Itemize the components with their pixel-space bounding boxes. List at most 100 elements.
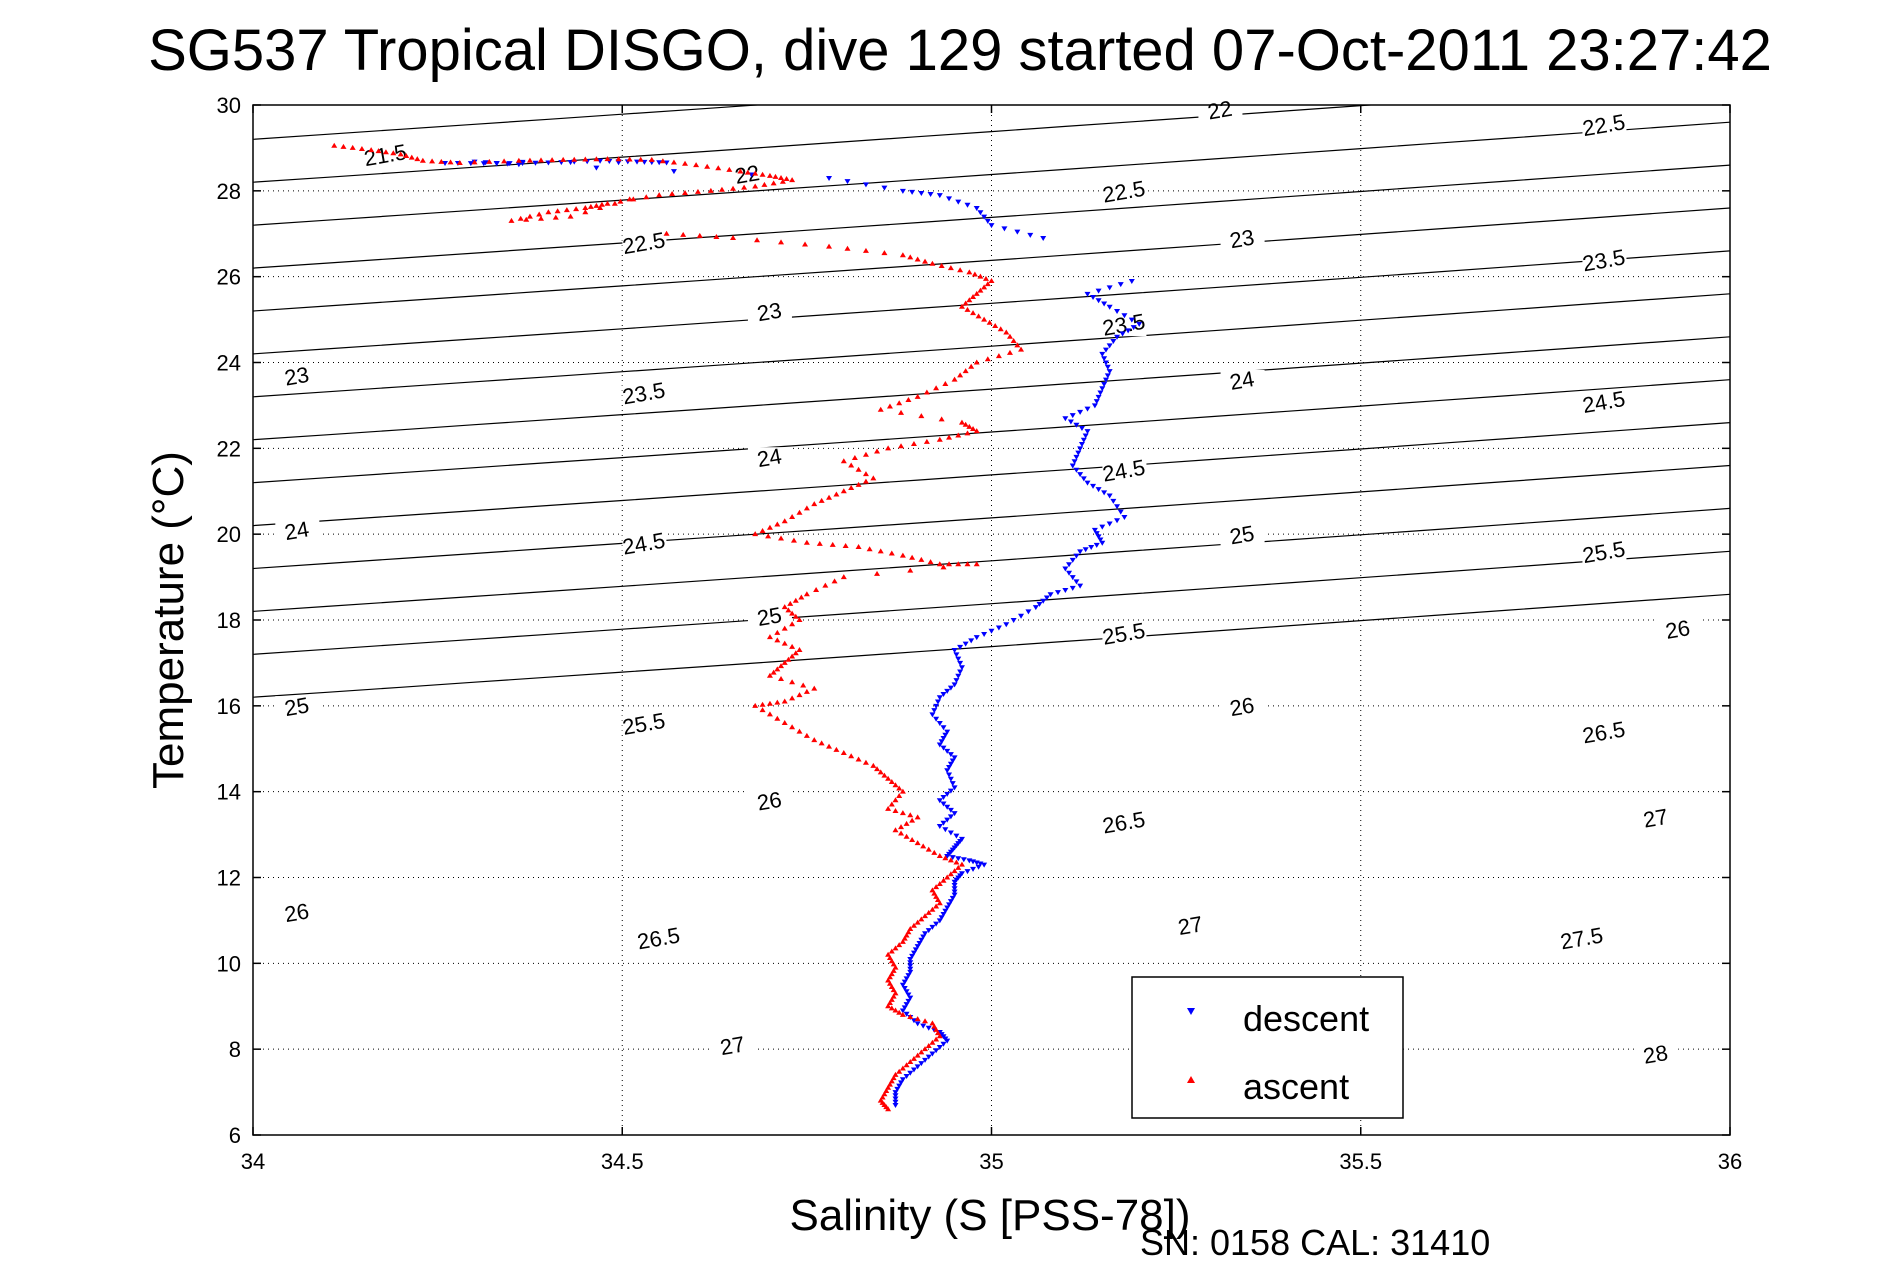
ascent-point xyxy=(914,393,921,399)
ascent-point xyxy=(888,1005,895,1011)
ascent-point xyxy=(730,235,737,241)
ascent-point xyxy=(803,591,810,597)
ascent-point xyxy=(940,877,947,883)
ascent-point xyxy=(752,531,759,537)
ascent-point xyxy=(419,157,426,163)
ascent-point xyxy=(907,812,914,818)
descent-point xyxy=(1069,575,1076,581)
ascent-point xyxy=(774,521,781,527)
descent-point xyxy=(899,982,906,988)
ascent-point xyxy=(818,740,825,746)
descent-point xyxy=(1075,450,1082,456)
descent-point xyxy=(942,908,949,914)
ascent-point xyxy=(833,746,840,752)
descent-point xyxy=(1054,590,1061,596)
ascent-point xyxy=(403,152,410,158)
descent-point xyxy=(493,160,500,166)
descent-point xyxy=(1047,592,1054,598)
ascent-point xyxy=(397,151,404,157)
ascent-point xyxy=(538,215,545,221)
ascent-point xyxy=(877,406,884,412)
descent-point xyxy=(1128,278,1135,284)
ascent-point xyxy=(840,488,847,494)
ascent-point xyxy=(896,792,903,798)
descent-point xyxy=(442,160,449,166)
descent-point xyxy=(892,1090,899,1096)
contour-label-background xyxy=(1220,524,1265,547)
ascent-point xyxy=(907,254,914,260)
density-contour-line xyxy=(253,207,1730,312)
ascent-point xyxy=(888,779,895,785)
ascent-point xyxy=(909,554,916,560)
ascent-point xyxy=(855,756,862,762)
contour-label: 28 xyxy=(1641,1040,1669,1069)
descent-point xyxy=(1062,416,1069,422)
descent-point xyxy=(914,1064,921,1070)
ascent-point xyxy=(800,682,807,688)
descent-point xyxy=(1082,433,1089,439)
density-contour-line xyxy=(253,250,1730,355)
ascent-point xyxy=(881,772,888,778)
ascent-point xyxy=(368,147,375,153)
contour-label-background xyxy=(725,163,770,186)
ascent-point xyxy=(669,191,676,197)
density-contour-line xyxy=(253,550,1730,655)
descent-point xyxy=(929,924,936,930)
ascent-point xyxy=(933,884,940,890)
descent-point xyxy=(1093,399,1100,405)
descent-point xyxy=(1073,467,1080,473)
descent-point xyxy=(916,940,923,946)
descent-point xyxy=(1121,515,1128,520)
ascent-point xyxy=(896,400,903,406)
descent-point xyxy=(1117,509,1124,515)
descent-point xyxy=(1114,518,1121,524)
ascent-point xyxy=(781,720,788,725)
ascent-point xyxy=(892,990,899,996)
ascent-point xyxy=(877,548,884,554)
descent-point xyxy=(1106,369,1113,375)
ascent-point xyxy=(560,156,567,162)
ascent-point xyxy=(611,200,618,206)
ascent-point xyxy=(766,172,773,178)
density-contour-line xyxy=(253,507,1730,612)
ascent-point xyxy=(785,656,792,662)
ascent-point xyxy=(704,163,711,169)
ascent-point xyxy=(931,1023,938,1029)
ascent-point xyxy=(938,262,945,268)
x-tick-label: 35 xyxy=(979,1149,1003,1174)
ascent-point xyxy=(803,688,810,694)
contour-label-background xyxy=(1168,915,1213,937)
ascent-point xyxy=(744,169,751,175)
descent-point xyxy=(1114,504,1121,510)
descent-point xyxy=(951,892,958,898)
descent-point xyxy=(1106,521,1113,527)
descent-point xyxy=(940,692,947,698)
descent-point xyxy=(975,864,982,870)
descent-point xyxy=(933,716,940,722)
density-contour-line xyxy=(253,379,1730,484)
ascent-point xyxy=(925,909,932,915)
ascent-point xyxy=(903,820,910,826)
ascent-point xyxy=(964,430,971,436)
descent-point xyxy=(1077,549,1084,555)
legend-ascent-marker xyxy=(1187,1076,1195,1083)
ascent-point xyxy=(899,552,906,558)
descent-point xyxy=(938,739,945,745)
descent-point xyxy=(953,678,960,684)
descent-point xyxy=(947,761,954,767)
ascent-point xyxy=(752,170,759,176)
descent-point xyxy=(903,1073,910,1079)
y-tick-label: 22 xyxy=(217,436,241,461)
ascent-point xyxy=(933,1026,940,1032)
descent-point xyxy=(949,855,956,861)
descent-point xyxy=(1104,373,1111,379)
descent-point xyxy=(922,1057,929,1063)
ascent-point xyxy=(885,1106,892,1112)
descent-point xyxy=(936,824,943,829)
instrument-serial: SN: 0158 CAL: 31410 xyxy=(1140,1222,1490,1262)
descent-point xyxy=(1069,413,1076,419)
descent-point xyxy=(1104,364,1111,370)
ascent-point xyxy=(914,919,921,925)
descent-point xyxy=(1090,483,1097,489)
descent-point xyxy=(1093,531,1100,537)
